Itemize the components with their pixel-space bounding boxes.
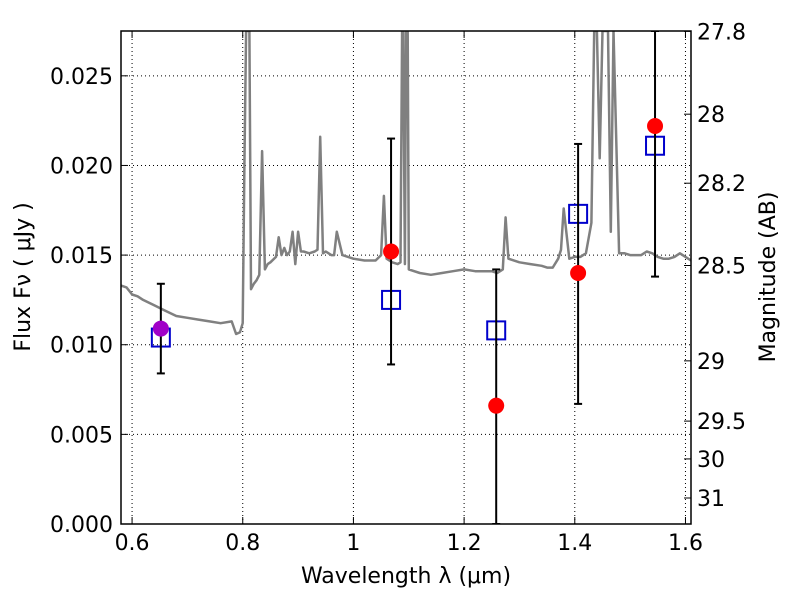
plot-frame	[120, 30, 692, 525]
x-tick-label: 1.2	[447, 531, 482, 556]
observed-photometry-point	[152, 320, 169, 337]
x-tick-label: 0.6	[115, 531, 150, 556]
observed-photometry-point	[488, 397, 505, 414]
right-tick-label: 28.2	[697, 172, 746, 197]
right-tick-label: 30	[697, 448, 725, 473]
y-tick-label: 0.010	[50, 334, 113, 359]
x-tick-label: 1	[346, 531, 360, 556]
observed-photometry-point	[647, 118, 664, 135]
y-tick-label: 0.020	[50, 154, 113, 179]
observed-photometry-point	[570, 265, 587, 282]
y-axis-label: Flux Fν ( μJy )	[11, 202, 36, 351]
right-axis-label: Magnitude (AB)	[756, 192, 781, 363]
right-tick-label: 28.5	[697, 254, 746, 279]
plot-area	[121, 31, 691, 524]
y-tick-label: 0.025	[50, 65, 113, 90]
observed-photometry-point	[383, 243, 400, 260]
x-tick-label: 0.8	[225, 531, 260, 556]
right-tick-label: 29.5	[697, 410, 746, 435]
sed-line	[121, 31, 691, 336]
right-tick-label: 29	[697, 350, 725, 375]
right-tick-label: 28	[697, 103, 725, 128]
y-tick-label: 0.000	[50, 513, 113, 538]
y-tick-label: 0.005	[50, 423, 113, 448]
x-axis-label: Wavelength λ (μm)	[301, 564, 511, 589]
axes: 0.6 0.8 1 1.2 1.4 1.6 0.000 0.005 0.010 0.015 0.02…	[50, 20, 746, 556]
x-tick-label: 1.4	[557, 531, 592, 556]
right-tick-label: 27.8	[697, 20, 746, 45]
x-tick-label: 1.6	[668, 531, 703, 556]
y-tick-label: 0.015	[50, 244, 113, 269]
right-tick-label: 31	[697, 487, 725, 512]
